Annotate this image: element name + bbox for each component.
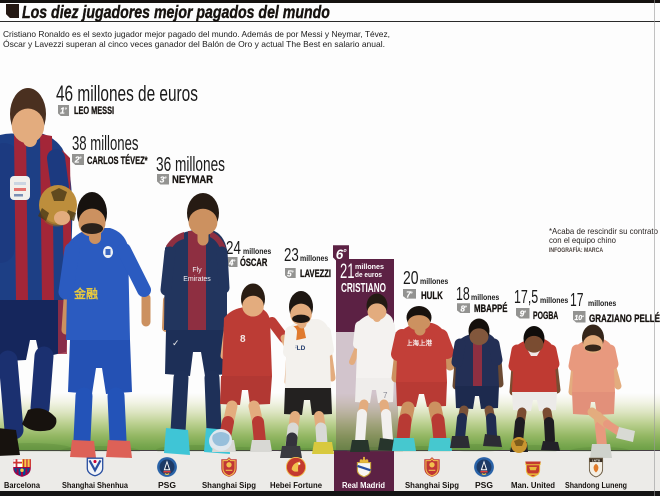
- svg-text:✓: ✓: [172, 338, 180, 348]
- svg-text:8: 8: [240, 334, 246, 345]
- svg-text:Emirates: Emirates: [183, 276, 211, 283]
- svg-text:7: 7: [383, 391, 388, 400]
- svg-text:CFLD: CFLD: [288, 345, 306, 352]
- svg-text:金融: 金融: [73, 286, 98, 301]
- svg-text:上海上港: 上海上港: [406, 338, 433, 347]
- svg-text:Fly: Fly: [192, 267, 202, 274]
- svg-text:LNTB: LNTB: [592, 458, 601, 462]
